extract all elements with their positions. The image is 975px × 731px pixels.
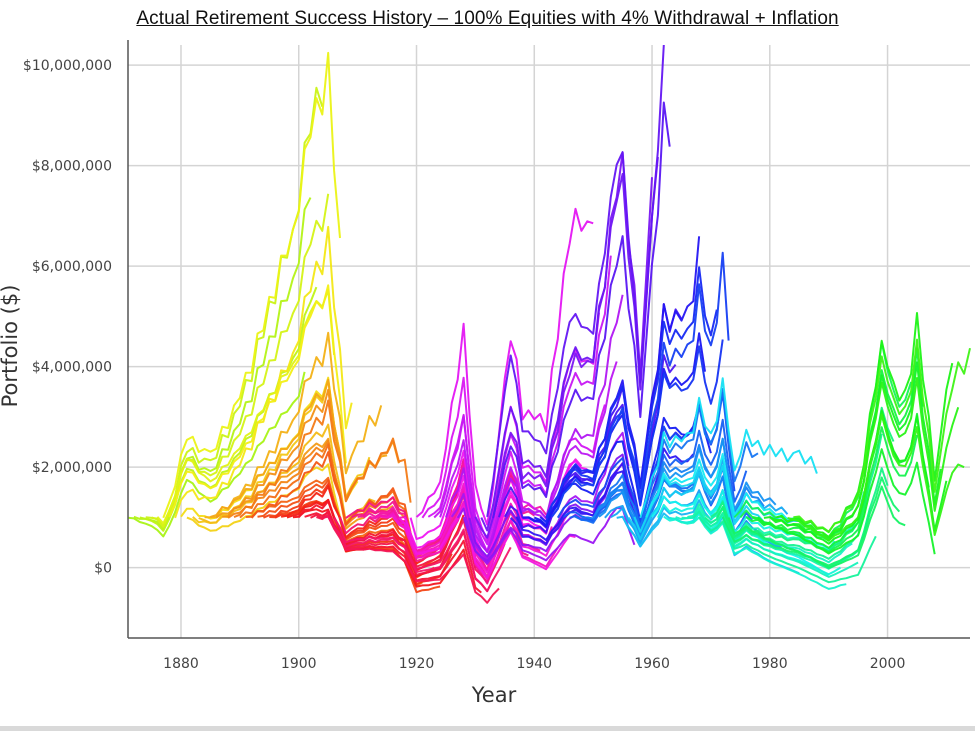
series-line-start-1942 bbox=[545, 339, 724, 519]
series-line-start-1881 bbox=[186, 463, 364, 546]
series-line-start-1951 bbox=[598, 437, 777, 537]
series-line-start-1937 bbox=[515, 447, 695, 541]
y-tick-label: $4,000,000 bbox=[32, 360, 112, 376]
series-line-start-1969 bbox=[704, 433, 883, 560]
x-tick-label: 1940 bbox=[516, 656, 552, 672]
series-line-start-1920 bbox=[415, 207, 594, 526]
x-tick-label: 1960 bbox=[634, 656, 670, 672]
x-tick-label: 1980 bbox=[752, 656, 788, 672]
y-tick-label: $6,000,000 bbox=[32, 259, 112, 275]
chart-title: Actual Retirement Success History – 100%… bbox=[136, 8, 839, 29]
series-group bbox=[127, 44, 971, 604]
axes bbox=[127, 40, 970, 639]
series-line-start-1983 bbox=[787, 413, 965, 542]
series-line-start-1892 bbox=[250, 451, 430, 559]
series-line-start-1982 bbox=[781, 377, 960, 539]
y-axis-title: Portfolio ($) bbox=[0, 285, 22, 408]
series-line-start-1905 bbox=[327, 516, 506, 584]
series-line-start-1889 bbox=[233, 399, 412, 519]
y-tick-label: $10,000,000 bbox=[23, 58, 112, 74]
series-line-start-1904 bbox=[322, 515, 500, 604]
series-line-start-1984 bbox=[793, 338, 971, 533]
series-line-start-1906 bbox=[333, 517, 512, 592]
series-line-start-1872 bbox=[133, 197, 312, 531]
series-line-start-1968 bbox=[698, 516, 877, 584]
series-line-start-1922 bbox=[427, 404, 606, 553]
series-line-start-1871 bbox=[127, 371, 306, 538]
y-tick-label: $0 bbox=[94, 561, 112, 577]
series-line-start-1886 bbox=[215, 437, 394, 530]
x-tick-label: 2000 bbox=[870, 656, 906, 672]
series-line-start-1933 bbox=[492, 101, 671, 519]
y-tick-label: $2,000,000 bbox=[32, 460, 112, 476]
series-line-start-1877 bbox=[162, 51, 341, 519]
series-line-start-1879 bbox=[174, 225, 353, 519]
series-line-start-1973 bbox=[727, 485, 906, 569]
x-tick-label: 1880 bbox=[163, 656, 199, 672]
series-line-start-1888 bbox=[227, 439, 406, 527]
series-line-start-1890 bbox=[239, 443, 418, 566]
series-line-start-1927 bbox=[456, 506, 636, 565]
x-axis-title: Year bbox=[471, 683, 517, 707]
series-line-start-1943 bbox=[551, 251, 730, 518]
series-line-start-1932 bbox=[486, 44, 665, 518]
series-line-start-1929 bbox=[468, 453, 648, 558]
series-line-start-1948 bbox=[581, 387, 759, 529]
series-line-start-1978 bbox=[757, 448, 936, 555]
x-tick-label: 1900 bbox=[281, 656, 317, 672]
series-line-start-1958 bbox=[639, 377, 818, 519]
series-line-start-1884 bbox=[204, 331, 383, 519]
series-line-start-1925 bbox=[445, 294, 624, 553]
series-line-start-1931 bbox=[480, 156, 659, 532]
series-line-start-1938 bbox=[522, 236, 701, 528]
tick-labels: 1880 1900 1920 1940 1960 1980 2000 $0 $2,000,000… bbox=[23, 58, 905, 672]
x-tick-label: 1920 bbox=[399, 656, 435, 672]
series-line-start-1896 bbox=[274, 499, 453, 585]
window-bottom-bar bbox=[0, 726, 975, 731]
series-line-start-1917 bbox=[398, 505, 576, 579]
y-tick-label: $8,000,000 bbox=[32, 159, 112, 175]
